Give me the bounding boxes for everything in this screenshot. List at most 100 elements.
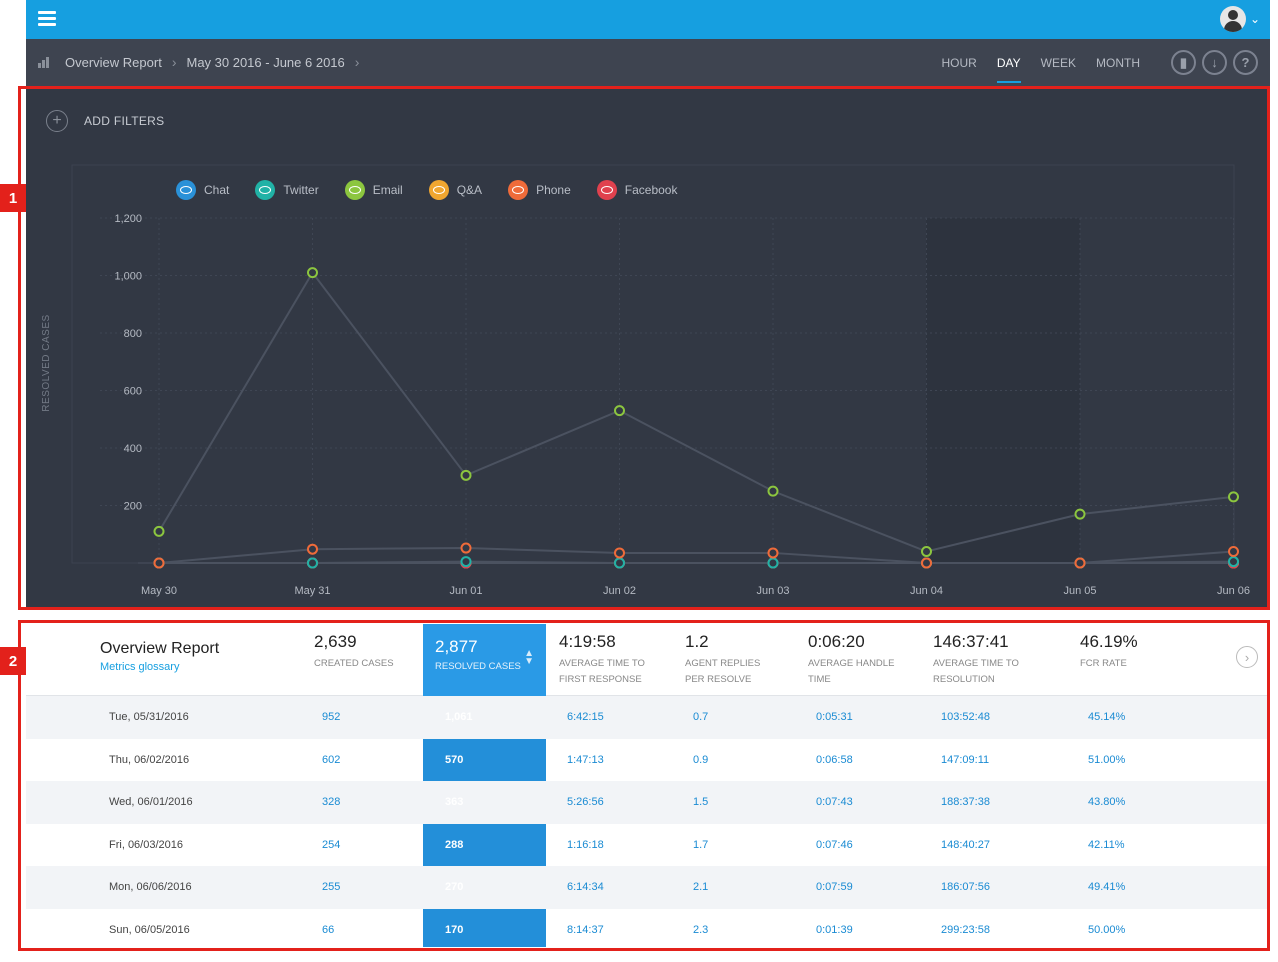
add-filters-button[interactable]: + ADD FILTERS <box>46 110 164 132</box>
table-row: Wed, 06/01/2016 328 363 5:26:56 1.5 0:07:43 18… <box>26 781 1268 824</box>
row-resolution[interactable]: 103:52:48 <box>941 711 990 723</box>
sort-icon[interactable]: ▲ ▼ <box>524 648 534 667</box>
row-resolved[interactable]: 363 <box>445 796 464 808</box>
row-resolved[interactable]: 270 <box>445 881 464 893</box>
period-tabs: HOUR DAY WEEK MONTH <box>941 56 1140 83</box>
metric-fcr[interactable]: 46.19% FCR RATE <box>1080 632 1138 672</box>
row-handle[interactable]: 0:07:43 <box>816 796 853 808</box>
row-fcr[interactable]: 42.11% <box>1088 838 1125 851</box>
row-resolved[interactable]: 288 <box>445 838 464 851</box>
metric-created[interactable]: 2,639 CREATED CASES <box>314 632 394 672</box>
data-point <box>921 546 932 557</box>
row-resolution[interactable]: 147:09:11 <box>941 753 990 766</box>
row-resolved[interactable]: 570 <box>445 753 464 766</box>
metric-resolution-label-2: RESOLUTION <box>933 674 995 685</box>
metric-resolution[interactable]: 146:37:41 AVERAGE TIME TO RESOLUTION <box>933 632 1019 688</box>
row-resolved[interactable]: 170 <box>445 923 464 936</box>
metric-created-value: 2,639 <box>314 632 357 651</box>
row-handle[interactable]: 0:01:39 <box>816 923 853 936</box>
bookmark-icon[interactable]: ▮ <box>1171 50 1196 75</box>
legend-item[interactable]: Facebook <box>596 180 677 200</box>
data-point <box>1228 546 1239 557</box>
row-created[interactable]: 952 <box>322 711 341 723</box>
metric-handle[interactable]: 0:06:20 AVERAGE HANDLE TIME <box>808 632 894 688</box>
row-created[interactable]: 255 <box>322 881 341 893</box>
hamburger-icon[interactable] <box>38 11 56 27</box>
metric-resolved[interactable]: 2,877 RESOLVED CASES ▲ ▼ <box>423 624 546 696</box>
row-replies[interactable]: 2.1 <box>693 881 709 893</box>
data-point <box>307 557 318 569</box>
row-replies[interactable]: 1.5 <box>693 796 709 808</box>
breadcrumb-report[interactable]: Overview Report <box>65 54 162 70</box>
row-replies[interactable]: 2.3 <box>693 923 709 936</box>
user-avatar[interactable] <box>1219 6 1246 32</box>
metric-replies-value: 1.2 <box>685 632 709 651</box>
metric-replies[interactable]: 1.2 AGENT REPLIES PER RESOLVE <box>685 632 760 688</box>
series-line <box>158 270 1234 553</box>
row-created[interactable]: 328 <box>322 796 341 808</box>
table-row: Mon, 06/06/2016 255 270 6:14:34 2.1 0:07:59 18… <box>26 866 1268 909</box>
metrics-glossary-link[interactable]: Metrics glossary <box>100 661 180 673</box>
row-handle[interactable]: 0:07:46 <box>816 838 853 851</box>
row-first-response[interactable]: 8:14:37 <box>567 923 604 936</box>
tab-hour[interactable]: HOUR <box>941 56 977 70</box>
eye-icon <box>176 180 196 200</box>
tab-month[interactable]: MONTH <box>1096 56 1140 70</box>
tab-week[interactable]: WEEK <box>1040 56 1076 70</box>
breadcrumb-date-range[interactable]: May 30 2016 - June 6 2016 <box>186 54 345 70</box>
top-bar: ⌄ <box>26 0 1270 39</box>
row-replies[interactable]: 0.9 <box>693 753 709 766</box>
row-handle[interactable]: 0:06:58 <box>816 753 853 766</box>
data-point <box>1228 491 1239 503</box>
row-handle[interactable]: 0:07:59 <box>816 881 853 893</box>
legend-item[interactable]: Chat <box>176 180 229 200</box>
row-first-response[interactable]: 6:14:34 <box>567 881 604 893</box>
metric-first-response-value: 4:19:58 <box>559 632 616 651</box>
legend-item[interactable]: Email <box>344 180 403 200</box>
legend-item[interactable]: Phone <box>508 180 571 200</box>
chart-panel: + ADD FILTERS 200 400 600 800 1,000 1,200 May … <box>26 86 1270 607</box>
row-first-response[interactable]: 1:47:13 <box>567 753 604 766</box>
download-icon[interactable]: ↓ <box>1202 50 1227 75</box>
row-replies[interactable]: 0.7 <box>693 711 709 723</box>
help-icon[interactable]: ? <box>1233 50 1258 75</box>
eye-icon <box>428 180 449 200</box>
row-first-response[interactable]: 6:42:15 <box>567 711 604 723</box>
row-resolved[interactable]: 1,061 <box>445 711 473 723</box>
row-fcr[interactable]: 49.41% <box>1088 881 1126 893</box>
tab-day[interactable]: DAY <box>996 56 1021 83</box>
data-point <box>1074 557 1086 569</box>
metric-first-response[interactable]: 4:19:58 AVERAGE TIME TO FIRST RESPONSE <box>559 632 645 688</box>
y-tick-label: 600 <box>124 386 142 398</box>
row-fcr[interactable]: 43.80% <box>1088 796 1126 808</box>
row-resolution[interactable]: 188:37:38 <box>941 796 990 808</box>
next-metrics-button[interactable]: › <box>1236 646 1258 668</box>
legend-label: Twitter <box>283 183 319 197</box>
legend-item[interactable]: Q&A <box>428 180 482 200</box>
chevron-down-icon[interactable]: ⌄ <box>1249 12 1260 26</box>
row-created[interactable]: 602 <box>322 753 341 766</box>
row-created[interactable]: 66 <box>322 923 335 936</box>
metric-fcr-label: FCR RATE <box>1080 658 1127 669</box>
data-point <box>921 557 932 569</box>
data-point <box>460 469 472 481</box>
row-resolution[interactable]: 148:40:27 <box>941 838 990 851</box>
row-resolution[interactable]: 299:23:58 <box>941 923 990 936</box>
y-tick-label: 200 <box>124 501 142 513</box>
row-first-response[interactable]: 5:26:56 <box>567 796 604 808</box>
row-replies[interactable]: 1.7 <box>693 838 709 851</box>
row-fcr[interactable]: 45.14% <box>1088 711 1126 723</box>
chevron-right-icon: › <box>354 54 360 70</box>
metric-replies-label-1: AGENT REPLIES <box>685 658 761 669</box>
row-fcr[interactable]: 50.00% <box>1088 923 1126 936</box>
row-resolution[interactable]: 186:07:56 <box>941 881 990 893</box>
row-fcr[interactable]: 51.00% <box>1088 753 1126 766</box>
data-point <box>460 542 472 554</box>
user-menu[interactable]: ⌄ <box>1219 6 1260 32</box>
row-handle[interactable]: 0:05:31 <box>816 711 853 723</box>
row-created[interactable]: 254 <box>322 838 341 851</box>
row-date: Sun, 06/05/2016 <box>109 923 190 936</box>
row-first-response[interactable]: 1:16:18 <box>567 838 604 851</box>
x-tick-label: Jun 05 <box>1063 585 1096 597</box>
legend-item[interactable]: Twitter <box>255 180 319 200</box>
